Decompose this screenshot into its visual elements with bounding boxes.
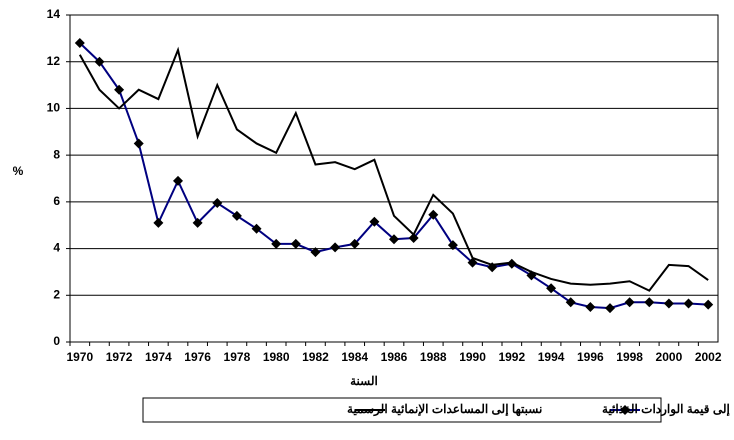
series-line xyxy=(78,46,709,292)
data-point xyxy=(153,217,164,228)
data-point xyxy=(251,223,262,234)
data-point xyxy=(546,283,557,294)
x-tick-label: 1994 xyxy=(538,350,565,364)
x-tick-label: 1982 xyxy=(302,350,329,364)
data-point xyxy=(663,298,674,309)
x-tick-label: 1998 xyxy=(616,350,643,364)
data-point xyxy=(585,301,596,312)
x-tick-label: 1978 xyxy=(224,350,251,364)
data-point xyxy=(192,217,203,228)
legend-box xyxy=(142,397,662,423)
legend-marker xyxy=(620,405,630,415)
x-tick-label: 1996 xyxy=(577,350,604,364)
x-tick-label: 1976 xyxy=(184,350,211,364)
x-tick-label: 1970 xyxy=(66,350,93,364)
data-point xyxy=(173,175,183,186)
data-point xyxy=(389,234,399,245)
x-tick-label: 2002 xyxy=(695,350,722,364)
data-point xyxy=(290,238,301,249)
x-tick-label: 1990 xyxy=(459,350,486,364)
y-tick-label: 12 xyxy=(47,54,61,68)
x-tick-label: 1984 xyxy=(341,350,368,364)
data-point xyxy=(703,299,714,310)
y-tick-label: 4 xyxy=(53,241,60,255)
y-tick-label: 6 xyxy=(53,194,60,208)
y-tick-label: 10 xyxy=(47,101,61,115)
data-point xyxy=(310,247,321,258)
y-tick-label: 2 xyxy=(53,287,60,301)
x-axis-label: السنة xyxy=(350,374,378,388)
x-tick-label: 2000 xyxy=(656,350,683,364)
x-tick-label: 1988 xyxy=(420,350,447,364)
y-axis-label: % xyxy=(13,164,24,178)
data-point xyxy=(330,242,341,253)
legend-label: نسبتها إلى قيمة الواردات الغذائية xyxy=(602,402,734,417)
data-point xyxy=(506,258,517,269)
data-point xyxy=(605,303,615,314)
series-line xyxy=(79,42,709,310)
plot-border xyxy=(69,14,719,343)
data-point xyxy=(231,210,242,221)
data-point xyxy=(369,216,380,227)
data-point xyxy=(133,138,144,149)
data-point xyxy=(349,238,360,249)
data-point xyxy=(467,257,478,268)
x-tick-label: 1972 xyxy=(106,350,133,364)
x-tick-label: 1980 xyxy=(263,350,290,364)
y-tick-label: 14 xyxy=(47,7,61,21)
data-point xyxy=(644,297,655,308)
data-point xyxy=(683,298,694,309)
data-point xyxy=(212,198,223,209)
x-tick-label: 1992 xyxy=(498,350,525,364)
data-point xyxy=(271,238,282,249)
data-point xyxy=(94,56,105,67)
data-point xyxy=(428,209,439,220)
x-tick-label: 1974 xyxy=(145,350,172,364)
y-tick-label: 0 xyxy=(53,334,60,348)
data-point xyxy=(114,84,125,95)
data-point xyxy=(565,297,576,308)
data-point xyxy=(408,233,419,244)
data-point xyxy=(74,38,85,49)
y-tick-label: 8 xyxy=(53,147,60,161)
legend-label: نسبتها إلى المساعدات الإنمائية الرسمية xyxy=(347,402,542,417)
data-point xyxy=(624,297,635,308)
data-point xyxy=(447,240,458,251)
x-tick-label: 1986 xyxy=(381,350,408,364)
